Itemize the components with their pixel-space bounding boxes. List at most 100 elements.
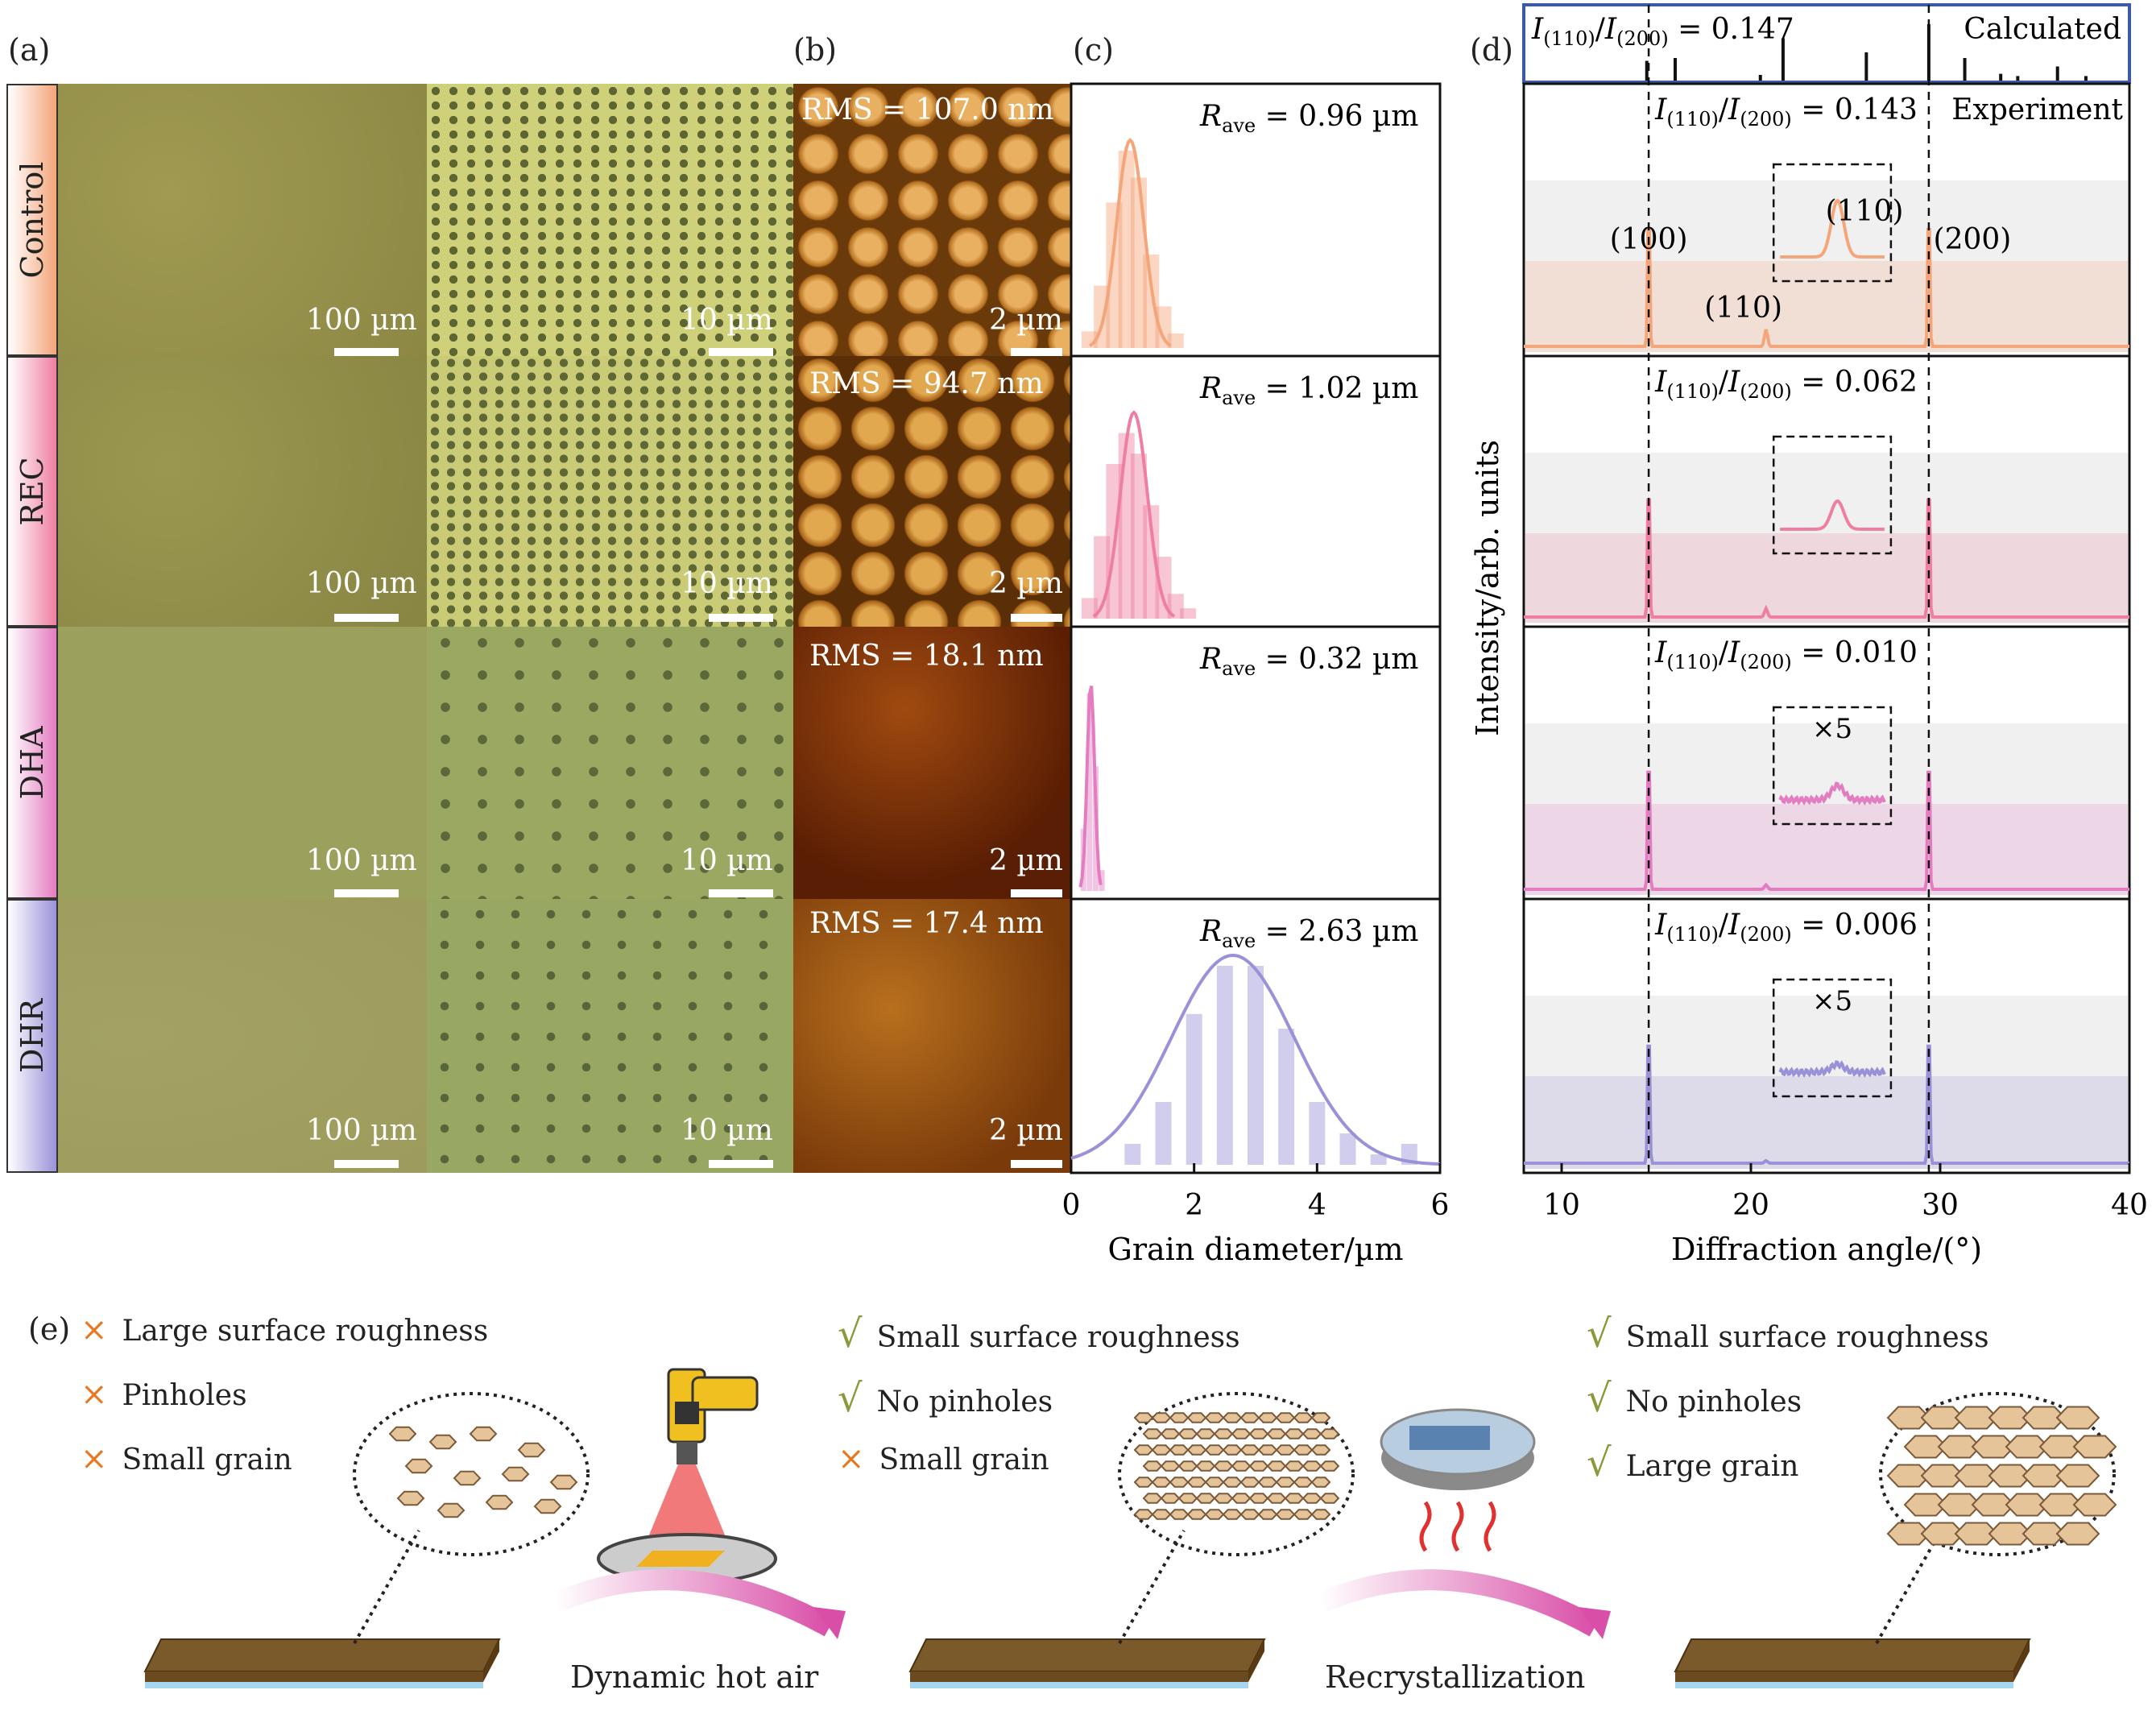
row-tag-control: Control — [6, 84, 58, 356]
stage1-feature: × Pinholes — [81, 1376, 247, 1413]
grain-panel-rec: Rave = 1.02 µm — [1070, 354, 1442, 628]
grain-hexagon — [533, 1498, 562, 1514]
stage1-feature: × Large surface roughness — [81, 1311, 489, 1348]
grain-hexagon — [1195, 1460, 1216, 1472]
grain-hexagon — [517, 1442, 546, 1458]
x-tick-label: 0 — [1062, 1189, 1081, 1222]
calculated-frame — [1522, 3, 2131, 84]
gaussian-fit-line — [1092, 410, 1176, 618]
grain-hexagon — [1954, 1464, 1999, 1488]
grain-hexagon — [1903, 1493, 1948, 1517]
grain-hexagon — [1239, 1509, 1260, 1520]
magnification-label: ×5 — [1812, 985, 1852, 1017]
substrate-3 — [1674, 1638, 2031, 1688]
afm-scale: 2 µm — [989, 1114, 1063, 1147]
grain-hexagon — [1186, 1509, 1207, 1520]
afm-rms: RMS = 17.4 nm — [809, 907, 1044, 940]
grain-hexagon — [388, 1426, 417, 1442]
grain-panel-control: Rave = 0.96 µm — [1070, 82, 1442, 358]
histogram-bar — [1124, 1144, 1141, 1165]
calculated-ratio: I(110)/I(200) = 0.147 — [1531, 13, 1794, 50]
grain-hexagon — [2038, 1435, 2084, 1459]
afm-control — [793, 84, 1071, 356]
grain-panel-frame — [1070, 625, 1442, 901]
grain-hexagon — [1971, 1435, 2016, 1459]
hot-air-gun-icon — [597, 1368, 777, 1584]
grain-hexagon — [1310, 1444, 1331, 1456]
cross-icon: × — [81, 1311, 108, 1348]
gaussian-fit-line — [1070, 953, 1441, 1166]
stage3-feature: √ Large grain — [1587, 1440, 1799, 1485]
row-tag-dhr: DHR — [6, 899, 58, 1173]
micrograph-control-100 — [58, 84, 427, 356]
grain-hexagon — [1886, 1522, 1931, 1546]
inset-box — [1772, 435, 1893, 555]
scale-label: 100 µm — [306, 1114, 417, 1147]
grain-hexagon — [1886, 1406, 1931, 1430]
row-tag-rec: REC — [6, 356, 58, 627]
grain-hexagon — [2022, 1522, 2067, 1546]
grain-hexagon — [1186, 1444, 1207, 1456]
stage1-feature: × Small grain — [81, 1440, 292, 1477]
inset-peak-line — [1780, 198, 1885, 259]
grain-panel-frame — [1070, 897, 1442, 1174]
arrow-caption-2: Recrystallization — [1325, 1659, 1586, 1695]
histogram-bar — [1167, 333, 1184, 348]
grain-hexagon — [1284, 1460, 1305, 1472]
histogram-bar — [1099, 870, 1105, 891]
grain-hexagon — [2022, 1406, 2067, 1430]
grain-hexagon — [1151, 1477, 1172, 1488]
grain-hexagon — [1275, 1509, 1296, 1520]
rave-label: Rave = 0.32 µm — [1199, 643, 1418, 680]
grain-hexagon — [1213, 1460, 1234, 1472]
x-tick-label: 6 — [1431, 1189, 1450, 1222]
grain-hexagon — [1186, 1412, 1207, 1423]
process-arrow-2 — [1316, 1569, 1600, 1637]
x-tick-label: 40 — [2111, 1189, 2148, 1222]
grain-hexagon — [1988, 1464, 2033, 1488]
panel-label-a: (a) — [8, 32, 51, 68]
scale-bar — [334, 1160, 399, 1168]
xrd-panel-dha: ×5 I(110)/I(200) = 0.010 — [1522, 625, 2131, 901]
scale-bar — [709, 889, 773, 897]
xrd-panel-rec: I(110)/I(200) = 0.062 — [1522, 354, 2131, 628]
grain-hexagon — [1177, 1493, 1198, 1504]
histogram-bar — [1309, 1102, 1326, 1165]
grain-hexagon — [2072, 1493, 2117, 1517]
grain-hexagon — [1248, 1493, 1269, 1504]
grain-hexagon — [1248, 1460, 1269, 1472]
grain-hexagon — [1301, 1460, 1322, 1472]
grain-hexagon — [1284, 1428, 1305, 1439]
ratio-label: I(110)/I(200) = 0.006 — [1654, 909, 1918, 946]
grain-hexagon — [1231, 1493, 1252, 1504]
grain-hexagon — [1239, 1444, 1260, 1456]
grain-hexagon — [1319, 1460, 1340, 1472]
histogram-bar — [1278, 1029, 1295, 1165]
histogram-bar — [1155, 306, 1172, 348]
micrograph-dhr-100 — [58, 899, 427, 1173]
scale-label: 10 µm — [681, 844, 773, 877]
grain-hexagon — [1195, 1493, 1216, 1504]
inset-box — [1772, 163, 1893, 283]
scale-label: 100 µm — [306, 844, 417, 877]
grain-hexagon — [1920, 1464, 1965, 1488]
histogram-bar — [1216, 966, 1233, 1165]
scale-bar — [709, 614, 773, 622]
stage3-feature: √ Small surface roughness — [1587, 1311, 1989, 1357]
histogram-bar — [1130, 454, 1147, 619]
histogram-bar — [1186, 1013, 1202, 1165]
xrd-chart: I(110)/I(200) = 0.147 CalculatedI(110)/I(… — [1470, 3, 2148, 1267]
scale-bar — [1011, 348, 1062, 356]
scale-label: 10 µm — [681, 304, 773, 337]
afm-scale: 2 µm — [989, 567, 1063, 600]
histogram-bar — [1180, 608, 1197, 619]
grain-panel-dhr: Rave = 2.63 µm — [1070, 897, 1442, 1174]
x-tick-label: 2 — [1185, 1189, 1203, 1222]
xrd-panel-dhr: ×5 I(110)/I(200) = 0.006 — [1522, 897, 2131, 1174]
grain-hexagon — [1248, 1428, 1269, 1439]
grain-hexagon — [1133, 1412, 1154, 1423]
scale-bar — [334, 889, 399, 897]
grain-hexagon — [1177, 1460, 1198, 1472]
histogram-bar — [1106, 202, 1123, 348]
grain-hexagon — [1222, 1412, 1243, 1423]
